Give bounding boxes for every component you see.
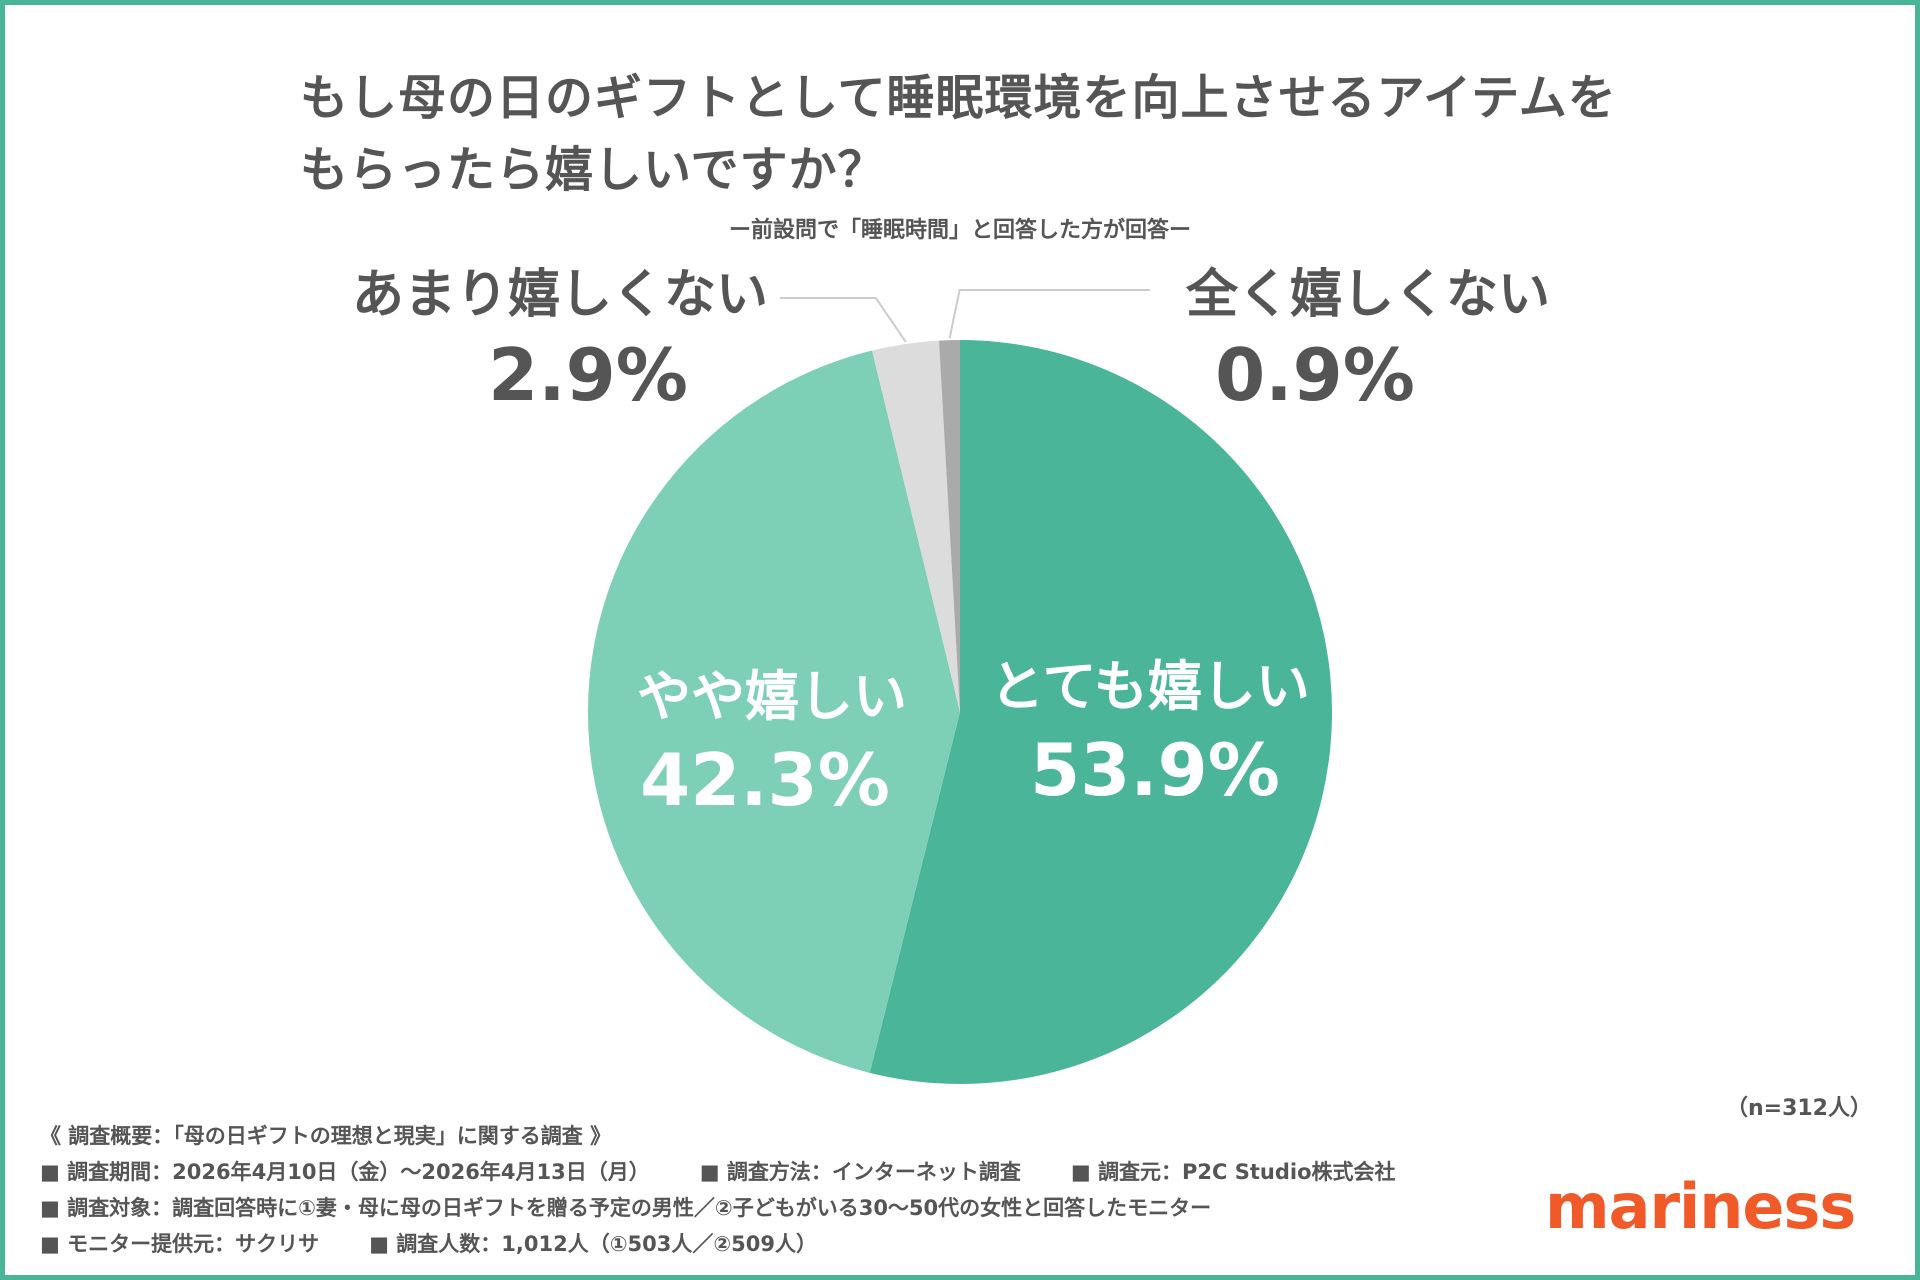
- slice-label-not-at-all: 全く嬉しくない: [1185, 265, 1550, 325]
- survey-source: ■ 調査元：P2C Studio株式会社: [1070, 1160, 1396, 1184]
- survey-period: ■ 調査期間：2026年4月10日（金）〜2026年4月13日（月）: [40, 1160, 650, 1184]
- pie-slice-not-at-all: [938, 340, 960, 712]
- chart-title: もし母の日のギフトとして睡眠環境を向上させるアイテムを もらったら嬉しいですか？: [300, 62, 1617, 206]
- slice-label-not-very: あまり嬉しくない: [352, 265, 768, 325]
- slice-label-very-happy: とても嬉しい: [990, 655, 1310, 718]
- pie-slice-somewhat-happy: [588, 350, 960, 1073]
- slice-value-not-at-all: 0.9%: [1215, 333, 1415, 417]
- slice-value-somewhat-happy: 42.3%: [640, 738, 890, 822]
- survey-provider: ■ モニター提供元：サクリサ: [40, 1232, 320, 1256]
- survey-heading: 《 調査概要：「母の日ギフトの理想と現実」に関する調査 》: [40, 1124, 612, 1148]
- survey-count: ■ 調査人数：1,012人（①503人／②509人）: [369, 1232, 817, 1256]
- survey-provider-row: ■ モニター提供元：サクリサ ■ 調査人数：1,012人（①503人／②509人）: [40, 1226, 1396, 1262]
- title-line-2: もらったら嬉しいですか？: [300, 142, 887, 198]
- chart-subtitle: ー前設問で「睡眠時間」と回答した方が回答ー: [728, 218, 1191, 243]
- slice-label-somewhat-happy: やや嬉しい: [637, 665, 907, 728]
- survey-summary: 《 調査概要：「母の日ギフトの理想と現実」に関する調査 》 ■ 調査期間：202…: [40, 1118, 1396, 1262]
- leader-line-not-very: [780, 297, 907, 343]
- pie-slice-very-happy: [869, 340, 1333, 1084]
- brand-logo: mariness: [1545, 1170, 1856, 1243]
- pie-slices: [588, 340, 1333, 1084]
- pie-slice-not-very: [872, 340, 960, 712]
- slice-value-not-very: 2.9%: [488, 333, 688, 417]
- survey-method: ■ 調査方法：インターネット調査: [699, 1160, 1021, 1184]
- survey-target: ■ 調査対象：調査回答時に①妻・母に母の日ギフトを贈る予定の男性／②子どもがいる…: [40, 1196, 1212, 1220]
- title-line-1: もし母の日のギフトとして睡眠環境を向上させるアイテムを: [300, 70, 1617, 126]
- sample-size-label: （n=312人）: [1725, 1096, 1872, 1121]
- survey-meta-row: ■ 調査期間：2026年4月10日（金）〜2026年4月13日（月） ■ 調査方法…: [40, 1154, 1396, 1190]
- slice-value-very-happy: 53.9%: [1030, 728, 1280, 812]
- leader-line-not-at-all: [948, 289, 1150, 339]
